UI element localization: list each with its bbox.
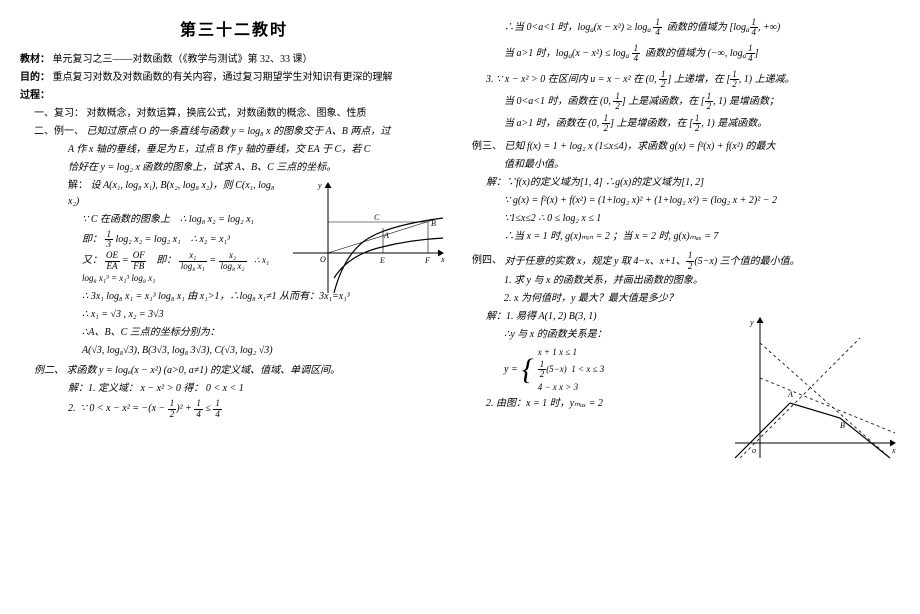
ex1-s7: ∴A、B、C 三点的坐标分别为： — [20, 325, 448, 341]
pw-l3: 4 − x x > 3 — [538, 380, 605, 394]
ex4-textcol: 解：1. 易得 A(1, 2) B(3, 1) ∴y 与 x 的函数关系是： y… — [472, 309, 692, 412]
label-review: 一、复习： — [34, 108, 84, 119]
right-column: ∴当 0<a<1 时，loga(x − x²) ≥ loga 14 函数的值域为… — [472, 18, 900, 596]
ex3-s2: ∵ g(x) = f²(x) + f(x²) = (1+log₂ x)² + (… — [472, 193, 900, 209]
lbl-b2: B — [840, 421, 845, 430]
lbl-e: E — [379, 256, 385, 265]
label-ex1: 二、例一、 — [34, 126, 84, 137]
ex1-s2: ∵ C 在函数的图象上 ∴ log₈ x₂ = log₂ x₁ — [20, 212, 280, 228]
lbl-c: C — [374, 213, 380, 222]
ex4-q: 对于任意的实数 x，规定 y 取 4−x、x+1、12(5−x) 三个值的最小值… — [505, 256, 800, 267]
lesson-title: 第三十二教时 — [20, 18, 448, 44]
ex1-s3: 即： 13 log₂ x₂ = log₂ x₁ ∴ x₂ = x₁³ — [20, 230, 280, 250]
r2c: 当 a>1 时，函数在 (0, 12] 上是增函数，在 [12, 1) 是减函数… — [472, 114, 900, 134]
lbl-a2: A — [787, 390, 793, 399]
label-ex3: 例三、 — [472, 141, 502, 152]
pw-l2: 12(5−x) 1 < x ≤ 3 — [538, 360, 605, 380]
ex1-s2b: ∴ log₈ x₂ = log₂ x₁ — [180, 214, 254, 225]
ex1-s3a: 即： — [82, 234, 102, 245]
ex4-s2: ∴y 与 x 的函数关系是： — [472, 327, 692, 343]
text-goal: 重点复习对数及对数函数的有关内容，通过复习期望学生对知识有更深的理解 — [53, 72, 393, 83]
lbl-o2: o — [752, 446, 756, 455]
ex1-s4a: 又： — [82, 256, 102, 267]
label-ex4: 例四、 — [472, 256, 502, 267]
frac-1-3: 13 — [105, 230, 114, 250]
left-column: 第三十二教时 教材： 单元复习之三——对数函数（《教学与测试》第 32、33 课… — [20, 18, 448, 596]
ex1-body: 解： 设 A(x₁, log₈ x₁), B(x₂, log₈ x₂)，则 C(… — [20, 178, 448, 288]
label-goal: 目的： — [20, 72, 50, 83]
ex2-s1: 解：1. 定义域： x − x² > 0 得： 0 < x < 1 — [20, 381, 448, 397]
ex1-s4: 又： OEEA = OFFB 即： x₁log₈ x₁ = x₂log₈ x₂ … — [20, 251, 280, 287]
lbl-a: A — [383, 231, 389, 240]
lbl-y2: y — [749, 318, 754, 327]
goal-line: 目的： 重点复习对数及对数函数的有关内容，通过复习期望学生对知识有更深的理解 — [20, 70, 448, 86]
ex2-s2: 2. ∵ 0 < x − x² = −(x − 12)² + 14 ≤ 14 — [20, 399, 448, 419]
r1b: 当 a>1 时，loga(x − x²) ≤ loga 14 函数的值域为 (−… — [472, 44, 900, 64]
lbl-f: F — [424, 256, 430, 265]
ex2-head: 例二、 求函数 y = logₐ(x − x²) (a>0, a≠1) 的定义域… — [20, 363, 448, 379]
eq1: = — [122, 256, 131, 267]
text-review: 对数概念，对数运算，换底公式，对数函数的概念、图象、性质 — [87, 108, 367, 119]
ex3-head: 例三、 已知 f(x) = 1 + log₂ x (1≤x≤4)，求函数 g(x… — [472, 139, 900, 155]
ex4-head: 例四、 对于任意的实数 x，规定 y 取 4−x、x+1、12(5−x) 三个值… — [472, 251, 900, 271]
figure-2: A B o x y — [730, 313, 900, 463]
material-line: 教材： 单元复习之三——对数函数（《教学与测试》第 32、33 课） — [20, 52, 448, 68]
y-arrow2 — [757, 318, 763, 323]
label-material: 教材： — [20, 54, 50, 65]
ex2-q: 求函数 y = logₐ(x − x²) (a>0, a≠1) 的定义域、值域、… — [67, 365, 341, 376]
ex4-s3: 2. 由图：x = 1 时，yₘₐₓ = 2 — [472, 396, 692, 412]
ex1-s1: 设 A(x₁, log₈ x₁), B(x₂, log₈ x₂)，则 C(x₁,… — [68, 180, 274, 207]
ex1-line2: A 作 x 轴的垂线，垂足为 E，过点 B 作 y 轴的垂线，交 EA 于 C，… — [20, 142, 448, 158]
review-line: 一、复习： 对数概念，对数运算，换底公式，对数函数的概念、图象、性质 — [20, 106, 448, 122]
ex3-q1: 已知 f(x) = 1 + log₂ x (1≤x≤4)，求函数 g(x) = … — [505, 141, 776, 152]
y-arrow — [325, 183, 331, 188]
r1a: ∴当 0<a<1 时，loga(x − x²) ≥ loga 14 函数的值域为… — [472, 18, 900, 38]
page-root: 第三十二教时 教材： 单元复习之三——对数函数（《教学与测试》第 32、33 课… — [0, 0, 920, 614]
r2b: 当 0<a<1 时，函数在 (0, 12] 上是减函数，在 [12, 1) 是增… — [472, 92, 900, 112]
ex3-s3: ∵1≤x≤2 ∴ 0 ≤ log₂ x ≤ 1 — [472, 211, 900, 227]
eq2: = — [209, 256, 218, 267]
ex1-s6: ∴ x₁ = √3 , x₂ = 3√3 — [20, 307, 448, 323]
ex1-s3c: ∴ x₂ = x₁³ — [191, 234, 230, 245]
ex1-s2a: ∵ C 在函数的图象上 — [82, 214, 170, 225]
ex3-q2: 值和最小值。 — [472, 157, 900, 173]
lbl-o: O — [320, 255, 326, 264]
lbl-b: B — [431, 219, 436, 228]
y-curve — [735, 403, 890, 458]
frac-x2: x₂log₈ x₂ — [219, 251, 247, 271]
ex4-2: 2. x 为何值时，y 最大？最大值是多少？ — [472, 291, 900, 307]
line-xp1 — [740, 338, 860, 458]
ex1-textcol: 解： 设 A(x₁, log₈ x₁), B(x₂, log₈ x₂)，则 C(… — [20, 178, 280, 288]
figure-1: x y O A B C E F — [288, 178, 448, 298]
label-sol: 解： — [68, 180, 88, 191]
ex3-s4: ∴当 x = 1 时, g(x)ₘᵢₙ = 2 ；当 x = 2 时, g(x)… — [472, 229, 900, 245]
pw-l1: x + 1 x ≤ 1 — [538, 345, 605, 359]
ex4-s1: 解：1. 易得 A(1, 2) B(3, 1) — [472, 309, 692, 325]
frac-x1: x₁log₈ x₁ — [179, 251, 207, 271]
line-half — [760, 378, 895, 433]
ex4-body: 解：1. 易得 A(1, 2) B(3, 1) ∴y 与 x 的函数关系是： y… — [472, 309, 900, 459]
label-ex2: 例二、 — [34, 365, 64, 376]
line-oab — [328, 220, 433, 253]
ex1-sol: 解： 设 A(x₁, log₈ x₁), B(x₂, log₈ x₂)，则 C(… — [20, 178, 280, 210]
ex1-s3b: log₂ x₂ = log₂ x₁ — [116, 234, 181, 245]
ex4-1: 1. 求 y 与 x 的函数关系，并画出函数的图象。 — [472, 273, 900, 289]
lbl-x: x — [440, 255, 445, 264]
frac-oe-ea: OEEA — [105, 251, 120, 271]
proc-line: 过程： — [20, 88, 448, 104]
lbl-y: y — [317, 181, 322, 190]
ex1-s8: A(√3, log₈√3), B(3√3, log₈ 3√3), C(√3, l… — [20, 343, 448, 359]
frac-of-fb: OFFB — [131, 251, 146, 271]
text-material: 单元复习之三——对数函数（《教学与测试》第 32、33 课） — [53, 54, 313, 65]
line-4mx — [760, 343, 890, 458]
ex1-line3: 恰好在 y = log₂ x 函数的图象上，试求 A、B、C 三点的坐标。 — [20, 160, 448, 176]
r2a: 3. ∵ x − x² > 0 在区间内 u = x − x² 在 (0, 12… — [472, 70, 900, 90]
ex3-s1: 解：∵f(x)的定义域为[1, 4] ∴g(x)的定义域为[1, 2] — [472, 175, 900, 191]
ex4-formula: y = { x + 1 x ≤ 1 12(5−x) 1 < x ≤ 3 4 − … — [472, 345, 692, 394]
ex1-head: 二、例一、 已知过原点 O 的一条直线与函数 y = log₈ x 的图象交于 … — [20, 124, 448, 140]
ex1-line1: 已知过原点 O 的一条直线与函数 y = log₈ x 的图象交于 A、B 两点… — [87, 126, 391, 137]
ex1-s4b: 即： — [156, 256, 176, 267]
lbl-x2: x — [891, 446, 896, 455]
